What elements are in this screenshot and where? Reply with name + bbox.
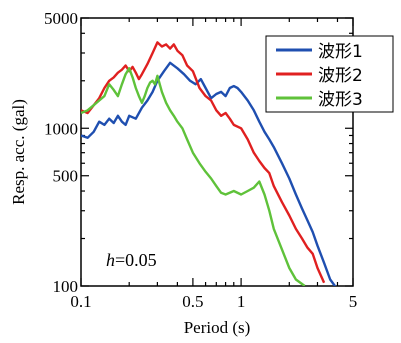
axis-ticks [80, 17, 354, 287]
y-tick-label-100: 100 [53, 277, 79, 296]
legend-label-series-3: 波形3 [318, 90, 363, 110]
x-tick-label-0.1: 0.1 [70, 292, 91, 311]
y-tick-label-1000: 1000 [44, 119, 78, 138]
x-axis-label: Period (s) [184, 318, 251, 337]
legend-label-series-2: 波形2 [318, 66, 363, 86]
legend-label-series-1: 波形1 [318, 42, 363, 62]
plot-frame [80, 17, 354, 287]
series-line-2 [81, 41, 326, 284]
x-tick-label-1: 1 [237, 292, 246, 311]
x-tick-label-5: 5 [349, 292, 358, 311]
legend: 波形1 波形2 波形3 [265, 35, 394, 113]
damping-annotation: h=0.05 [106, 250, 157, 270]
series-line-1 [81, 61, 337, 286]
damping-value: =0.05 [115, 250, 157, 270]
y-tick-label-5000: 5000 [44, 9, 78, 28]
y-axis-label: Resp. acc. (gal) [9, 99, 28, 205]
series-line-3 [81, 67, 306, 286]
x-tick-label-0.5: 0.5 [182, 292, 203, 311]
y-tick-label-500: 500 [53, 167, 79, 186]
damping-symbol: h [106, 250, 115, 270]
